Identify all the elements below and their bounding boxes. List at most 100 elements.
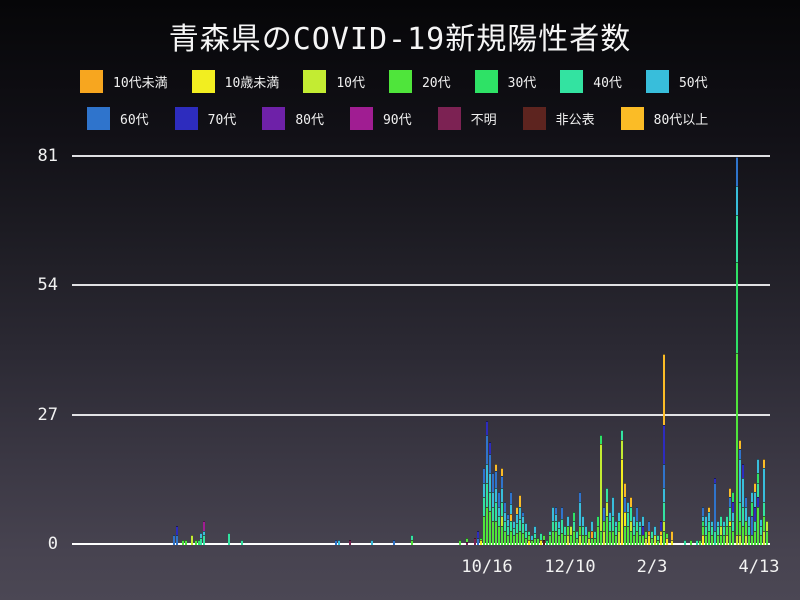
- legend-item-a11: 不明: [437, 107, 497, 130]
- bar-segment-a7: [507, 513, 509, 519]
- bar-segment-a3: [708, 530, 710, 545]
- bar-segment-a3: [748, 535, 750, 545]
- stacked-bar: [684, 540, 686, 545]
- bar-segment-a3: [516, 533, 518, 545]
- bar-segment-a7: [636, 506, 638, 522]
- bar-segment-a4: [732, 492, 734, 502]
- bar-segment-a2: [606, 501, 608, 517]
- legend-label-a11: 不明: [470, 113, 497, 128]
- bar-segment-a5: [705, 525, 707, 536]
- bar-segment-a3: [564, 535, 566, 545]
- bar-segment-a4: [546, 540, 548, 545]
- stacked-bar: [537, 537, 539, 545]
- bar-segment-a13: [624, 482, 626, 498]
- bar-segment-a3: [492, 521, 494, 545]
- bar-segment-a13: [708, 506, 710, 512]
- bar-segment-a6: [633, 516, 635, 526]
- stacked-bar: [540, 533, 542, 545]
- bar-segment-a5: [760, 525, 762, 536]
- bar-segment-a5: [540, 533, 542, 541]
- legend-row-1: 10代未満 10歳未満 10代 20代 30代 40代 50代: [80, 70, 708, 93]
- bar-segment-a7: [555, 506, 557, 514]
- x-tick-label-12/10: 12/10: [544, 557, 596, 577]
- bar-segment-a1: [540, 540, 542, 545]
- bar-segment-a5: [754, 521, 756, 531]
- bar-segment-a6: [531, 535, 533, 541]
- stacked-bar: [489, 442, 491, 545]
- stacked-bar: [627, 501, 629, 545]
- stacked-bar: [648, 521, 650, 545]
- bar-segment-a3: [558, 535, 560, 545]
- stacked-bar: [525, 523, 527, 545]
- stacked-bar: [519, 494, 521, 545]
- bar-segment-a13: [663, 353, 665, 426]
- bar-segment-a6: [200, 533, 202, 538]
- bar-segment-a3: [618, 521, 620, 531]
- bar-segment-a3: [739, 521, 741, 536]
- stacked-bar: [534, 525, 536, 545]
- bar-segment-a5: [516, 523, 518, 534]
- bar-segment-a3: [501, 525, 503, 545]
- bar-segment-a6: [371, 540, 373, 545]
- stacked-bar: [552, 506, 554, 545]
- bar-segment-a3: [729, 525, 731, 545]
- bar-segment-a1: [666, 537, 668, 545]
- bar-segment-a3: [754, 530, 756, 545]
- stacked-bar: [516, 506, 518, 545]
- bar-segment-a4: [597, 516, 599, 526]
- legend-swatch-a7: [87, 107, 110, 130]
- bar-segment-a6: [498, 506, 500, 517]
- bar-segment-a6: [489, 473, 491, 493]
- bar-segment-a5: [639, 525, 641, 536]
- bar-segment-a6: [736, 185, 738, 215]
- bar-segment-a5: [696, 540, 698, 545]
- bar-segment-a3: [624, 525, 626, 545]
- stacked-bar: [754, 482, 756, 545]
- bar-segment-a2: [630, 521, 632, 531]
- bar-segment-a2: [663, 521, 665, 531]
- bar-segment-a3: [720, 535, 722, 545]
- bar-segment-a6: [552, 506, 554, 522]
- bar-segment-a5: [573, 521, 575, 531]
- bar-segment-a6: [486, 463, 488, 483]
- bar-segment-a7: [648, 521, 650, 531]
- bar-segment-a1: [624, 511, 626, 526]
- stacked-bar: [498, 492, 500, 545]
- bar-segment-a6: [627, 501, 629, 512]
- legend-item-a12: 非公表: [522, 107, 595, 130]
- stacked-bar: [624, 482, 626, 545]
- legend-label-a3: 20代: [421, 76, 451, 91]
- stacked-bar: [696, 540, 698, 545]
- bar-segment-a8: [742, 463, 744, 478]
- bar-segment-a5: [714, 530, 716, 545]
- legend-swatch-a11: [437, 107, 461, 130]
- bar-segment-a5: [549, 530, 551, 536]
- bar-segment-a3: [639, 535, 641, 545]
- bar-segment-a7: [663, 463, 665, 488]
- bar-segment-a6: [708, 511, 710, 522]
- bar-segment-a3: [182, 540, 184, 545]
- bar-segment-a5: [576, 530, 578, 538]
- bar-segment-a4: [600, 434, 602, 445]
- bar-segment-a13: [501, 468, 503, 476]
- bar-segment-a5: [732, 521, 734, 531]
- bar-segment-a6: [579, 501, 581, 526]
- bar-segment-a2: [645, 537, 647, 545]
- bar-segment-a3: [633, 535, 635, 545]
- bar-segment-a5: [486, 482, 488, 507]
- stacked-bar: [474, 537, 476, 545]
- bar-segment-a6: [609, 511, 611, 522]
- bar-segment-a2: [736, 535, 738, 545]
- stacked-bar: [612, 497, 614, 545]
- stacked-bar: [564, 525, 566, 545]
- stacked-bar: [663, 353, 665, 545]
- bar-segment-a7: [579, 492, 581, 502]
- stacked-bar: [630, 497, 632, 545]
- bar-segment-a7: [729, 497, 731, 507]
- bar-segment-a4: [757, 473, 759, 483]
- bar-segment-a1: [729, 521, 731, 526]
- stacked-bar: [459, 540, 461, 545]
- bar-segment-a7: [736, 157, 738, 186]
- bar-segment-a8: [663, 425, 665, 464]
